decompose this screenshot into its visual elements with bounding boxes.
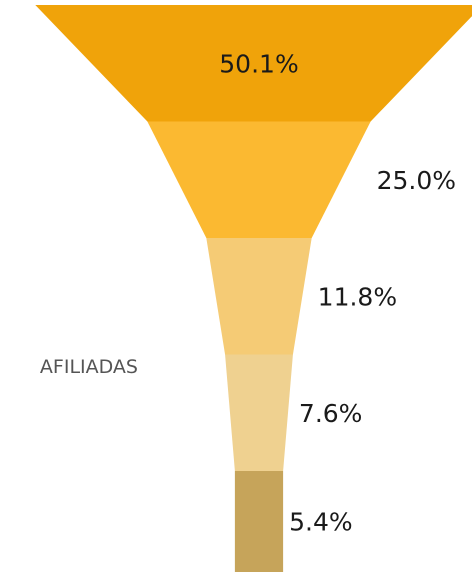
funnel-segment	[225, 354, 293, 471]
funnel-segment	[206, 238, 312, 355]
value-label: 11.8%	[318, 282, 397, 311]
funnel-segment	[35, 5, 472, 122]
funnel-segment	[234, 471, 284, 572]
funnel-segment	[147, 121, 371, 238]
value-label: 50.1%	[219, 49, 298, 78]
value-label: 5.4%	[289, 508, 353, 537]
category-label: AFILIADAS	[40, 356, 138, 378]
value-label: 7.6%	[299, 399, 363, 428]
value-label: 25.0%	[377, 166, 456, 195]
